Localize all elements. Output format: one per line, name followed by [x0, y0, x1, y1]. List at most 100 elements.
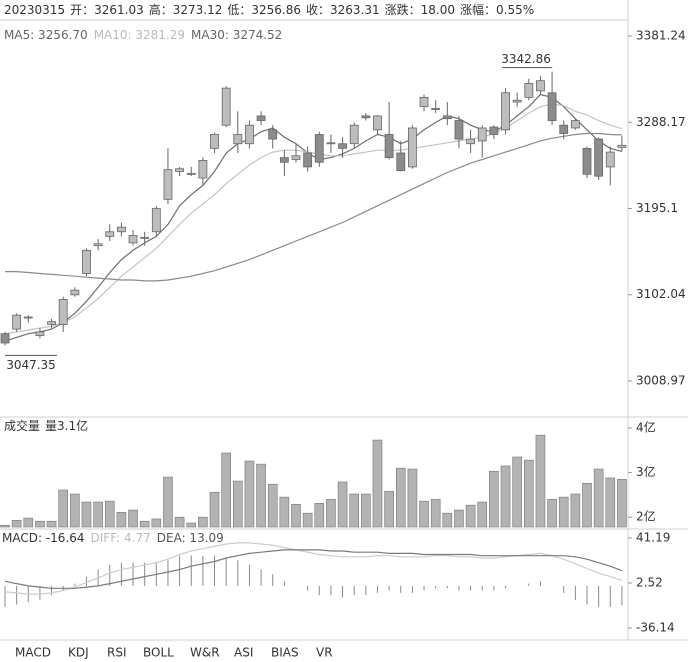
volume-bar [442, 512, 453, 528]
tab[interactable]: ASI [234, 646, 253, 660]
volume-bar [570, 493, 581, 528]
title: 成交量 [4, 418, 40, 433]
volume-bar [489, 470, 499, 528]
volume-bar [128, 509, 138, 528]
volume-bar [151, 518, 162, 528]
legend-entry: MA30: 3274.52 [191, 28, 282, 42]
macd-label: DIFF: 4.77 [91, 531, 151, 545]
candle-body [349, 124, 359, 145]
tab[interactable]: BIAS [271, 646, 299, 660]
volume-bar [244, 460, 255, 528]
volume-bar [233, 480, 243, 528]
header-value: 0.55% [496, 3, 534, 17]
volume-bar [104, 500, 115, 528]
candle-body [314, 134, 324, 163]
y-tick-label: 3亿 [636, 464, 656, 479]
candle-body [338, 143, 347, 149]
macd-legend: MACD: -16.64 DIFF: 4.77 DEA: 13.09 [2, 531, 224, 545]
header-value: 18.00 [421, 3, 455, 17]
header-value: 3261.03 [94, 3, 144, 17]
candle-body [466, 138, 476, 145]
candle-body [361, 115, 371, 119]
candle-body [233, 134, 243, 145]
volume-bar [500, 465, 511, 528]
legend-entry: MA10: 3281.29 [94, 28, 185, 42]
candle-body [279, 157, 289, 163]
header-value: 3256.86 [251, 3, 301, 17]
header-label: 高： [149, 2, 173, 17]
tab[interactable]: KDJ [68, 646, 89, 660]
volume-bar [419, 500, 429, 528]
candle-body [198, 160, 208, 179]
volume-bar [256, 463, 266, 528]
candle-body [35, 331, 45, 336]
volume-bar [314, 503, 325, 528]
candle-body [12, 314, 22, 330]
line [4, 549, 623, 589]
candle-body [140, 236, 150, 239]
candle-body [105, 231, 115, 237]
tab[interactable]: BOLL [143, 646, 174, 660]
volume-bar [174, 516, 185, 528]
y-tick-label: 2亿 [636, 509, 656, 524]
header-label: 涨跌： [385, 2, 421, 17]
candle-body [536, 80, 545, 92]
candle-body [617, 144, 627, 148]
tab[interactable]: MACD [15, 646, 51, 660]
volume-bar [267, 483, 278, 528]
volume-bar [582, 483, 592, 528]
tab[interactable]: VR [316, 646, 333, 660]
candle-body [501, 92, 510, 131]
candle-body [70, 289, 80, 296]
candle-body [454, 120, 464, 140]
volume-bar [605, 477, 616, 528]
volume-bar [116, 511, 127, 528]
header: 20230315 开：3261.03 高：3273.12 低：3256.86 收：326… [4, 2, 534, 17]
macd-label: MACD: -16.64 [2, 531, 85, 545]
y-tick-label: 4亿 [636, 420, 656, 435]
volume-bar [139, 520, 150, 528]
volume-bar [523, 459, 534, 528]
candle-body [163, 169, 173, 200]
y-tick-label: 3195.1 [636, 201, 678, 215]
header-value: 3263.31 [330, 3, 380, 17]
volume-bar [593, 468, 604, 528]
candle-body [221, 87, 231, 126]
volume-bar [512, 456, 522, 528]
volume-bar [465, 504, 476, 528]
volume-bar [395, 467, 406, 528]
y-tick-label: 3288.17 [636, 115, 686, 129]
volume-bar [93, 501, 103, 528]
volume-bar [384, 491, 394, 528]
candle-body [93, 243, 103, 247]
volume-bar [198, 516, 208, 528]
volume-bar [337, 481, 348, 528]
volume-bar [23, 517, 34, 528]
header-value: 3273.12 [173, 3, 223, 17]
candle-body [407, 127, 417, 168]
volume-bar [46, 520, 57, 528]
line [4, 103, 623, 335]
volume-bar [279, 496, 290, 528]
y-tick-label: 3008.97 [636, 374, 686, 388]
volume-bar [617, 478, 627, 528]
volume-bar [477, 501, 488, 528]
volume-bar [407, 468, 418, 528]
volume-bar [70, 493, 80, 528]
y-tick-label: 3381.24 [636, 29, 686, 43]
legend: MA5: 3256.70 MA10: 3281.29 MA30: 3274.52 [4, 28, 282, 42]
tab[interactable]: W&R [190, 646, 220, 660]
candle-body [570, 120, 580, 129]
candle-body [151, 208, 161, 233]
candle-body [210, 134, 219, 149]
candle-body [582, 147, 592, 175]
candle-body [23, 316, 33, 319]
volume-bar [11, 520, 22, 528]
candle-body [442, 115, 452, 120]
subtitle: 量3.1亿 [45, 418, 88, 433]
volume-bar [361, 493, 371, 528]
volume-bar [209, 491, 220, 528]
volume-bar [35, 520, 45, 528]
tab[interactable]: RSI [107, 646, 127, 660]
